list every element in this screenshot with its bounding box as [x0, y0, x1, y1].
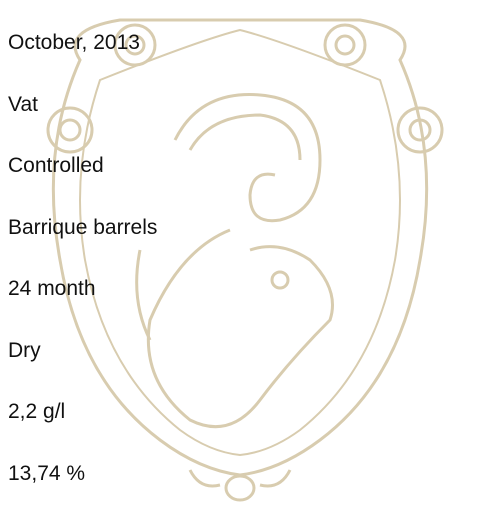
- page: October, 2013 Vat Controlled Barrique barre…: [0, 0, 482, 506]
- spec-value: Controlled: [8, 153, 104, 179]
- spec-value: Dry: [8, 338, 41, 364]
- spec-value: Barrique barrels: [8, 215, 157, 241]
- spec-value: October, 2013: [8, 30, 140, 56]
- spec-value: 24 month: [8, 276, 96, 302]
- spec-value: 2,2 g/l: [8, 399, 65, 425]
- spec-value: Vat: [8, 92, 38, 118]
- ram-emblem-background: [0, 0, 482, 506]
- spec-value: 13,74 %: [8, 461, 85, 487]
